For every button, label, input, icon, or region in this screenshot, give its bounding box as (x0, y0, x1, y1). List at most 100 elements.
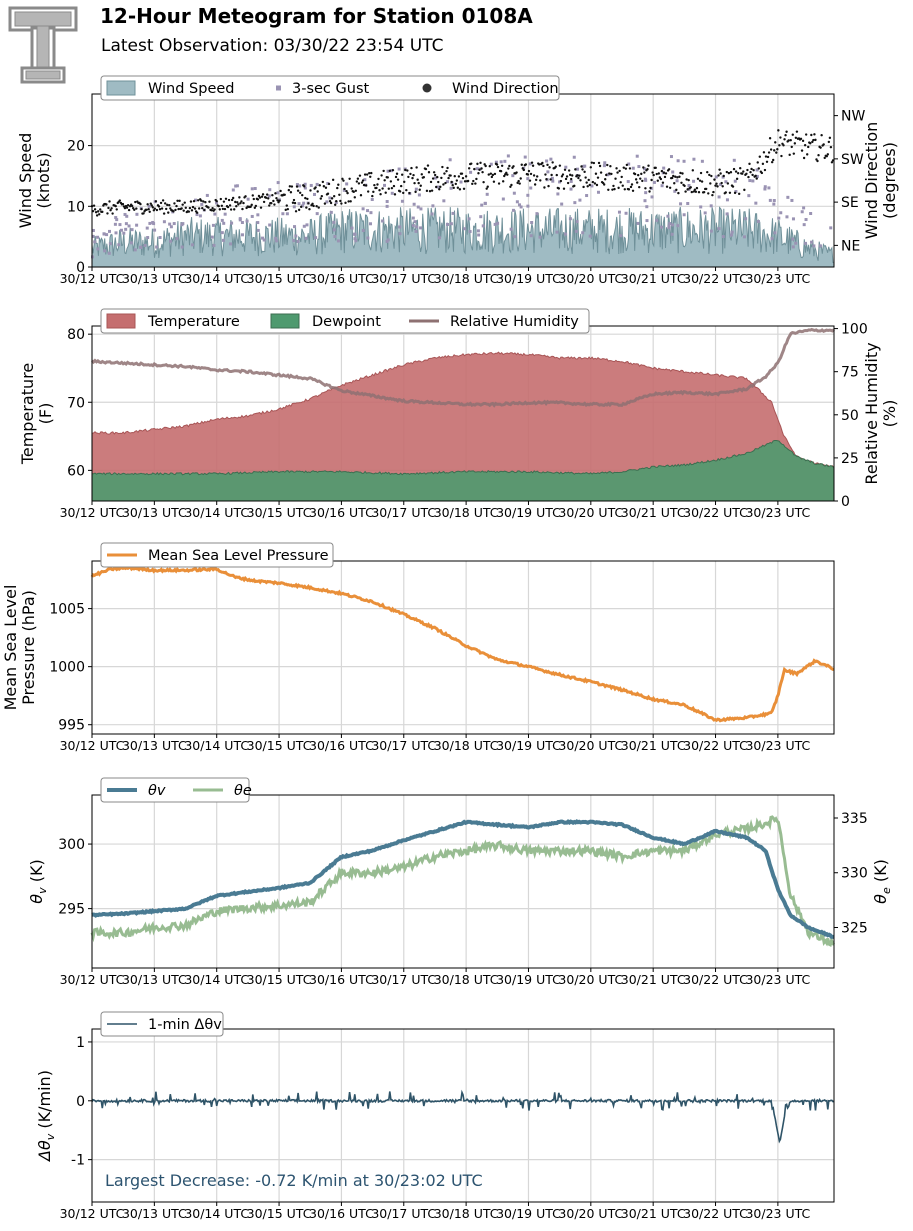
wind-direction-point (817, 154, 820, 157)
wind-direction-point (176, 199, 179, 202)
x-tick-label: 30/20 UTC (558, 972, 623, 987)
wind-direction-point (813, 133, 816, 136)
wind-direction-point (528, 179, 532, 182)
gust-point (353, 232, 357, 236)
wind-direction-point (751, 173, 754, 177)
gust-point (673, 189, 677, 193)
gust-point (292, 205, 296, 209)
wind-direction-point (773, 149, 776, 152)
wind-direction-point (735, 177, 739, 181)
legend-box (100, 542, 334, 568)
wind-direction-point (127, 208, 131, 212)
wind-direction-point (479, 161, 482, 165)
wind-direction-point (799, 137, 803, 141)
wind-direction-point (146, 203, 149, 206)
wind-direction-point (414, 190, 417, 194)
gust-point (635, 154, 639, 158)
gust-point (309, 183, 313, 187)
wind-direction-point (201, 206, 204, 210)
wind-direction-point (481, 170, 484, 174)
gust-point (361, 207, 365, 211)
wind-direction-point (210, 209, 213, 212)
gust-point (494, 160, 498, 164)
legend-swatch-wind-speed (106, 80, 136, 96)
wind-direction-point (501, 180, 505, 183)
wind-direction-point (517, 179, 520, 183)
wind-direction-point (147, 208, 150, 211)
gust-point (669, 155, 673, 159)
gust-point (386, 169, 390, 173)
gust-point (682, 159, 686, 163)
x-tick-label: 30/21 UTC (621, 271, 686, 286)
gust-point (812, 244, 816, 248)
gust-point (292, 239, 296, 243)
wind-direction-point (736, 172, 740, 175)
gust-point (135, 212, 139, 216)
wind-direction-point (296, 189, 300, 192)
gust-point (312, 192, 316, 196)
wind-direction-point (413, 181, 416, 185)
gust-point (506, 154, 510, 158)
wind-direction-point (721, 185, 724, 188)
wind-direction-point (454, 182, 457, 186)
gust-point (574, 229, 578, 233)
gust-point (588, 234, 592, 238)
wind-direction-point (172, 210, 175, 213)
wind-direction-point (265, 193, 269, 196)
wind-direction-point (390, 186, 394, 190)
wind-direction-point (612, 184, 615, 188)
wind-direction-point (767, 151, 771, 154)
wind-direction-point (323, 202, 327, 205)
gust-point (383, 183, 387, 187)
wind-direction-point (739, 167, 742, 170)
theta-v-line (91, 819, 834, 939)
wind-direction-point (756, 161, 759, 164)
wind-direction-point (592, 161, 596, 165)
wind-direction-point (382, 169, 385, 173)
wind-direction-point (238, 196, 241, 199)
gust-point (670, 232, 674, 236)
legend-label-rh: Relative Humidity (450, 314, 579, 330)
wind-direction-point (98, 213, 101, 216)
wind-direction-point (690, 190, 693, 194)
wind-direction-point (237, 203, 240, 206)
wind-direction-point (371, 194, 374, 198)
wind-direction-point (450, 180, 453, 184)
wind-direction-point (165, 207, 168, 211)
wind-direction-point (622, 166, 625, 169)
gust-point (114, 231, 118, 235)
wind-direction-point (370, 171, 373, 175)
wind-direction-point (712, 190, 715, 194)
gust-point (645, 205, 649, 209)
wind-direction-point (783, 138, 786, 141)
legend-swatch-gust (276, 85, 281, 91)
wind-direction-point (203, 208, 206, 212)
gust-point (411, 224, 415, 228)
wind-direction-point (750, 167, 753, 171)
gust-point (509, 227, 513, 231)
wind-direction-point (275, 196, 278, 200)
wind-direction-point (115, 208, 118, 211)
wind-direction-point (551, 161, 554, 164)
wind-direction-point (749, 170, 752, 174)
wind-direction-point (655, 172, 658, 176)
wind-direction-point (294, 210, 298, 213)
legend-label-gust: 3-sec Gust (292, 81, 369, 97)
gust-point (645, 219, 649, 223)
wind-direction-point (675, 188, 678, 192)
wind-direction-point (272, 199, 275, 203)
gust-point (560, 202, 564, 206)
gust-point (519, 205, 523, 209)
wind-direction-point (306, 197, 309, 201)
gust-point (751, 179, 755, 183)
wind-direction-point (326, 192, 330, 195)
gust-point (158, 235, 162, 239)
wind-direction-point (707, 192, 710, 195)
wind-direction-point (321, 180, 325, 184)
gust-point (671, 170, 675, 174)
x-tick-label: 30/12 UTC (60, 271, 125, 286)
wind-direction-point (558, 164, 562, 167)
gust-point (229, 242, 233, 246)
wind-direction-point (379, 192, 382, 196)
